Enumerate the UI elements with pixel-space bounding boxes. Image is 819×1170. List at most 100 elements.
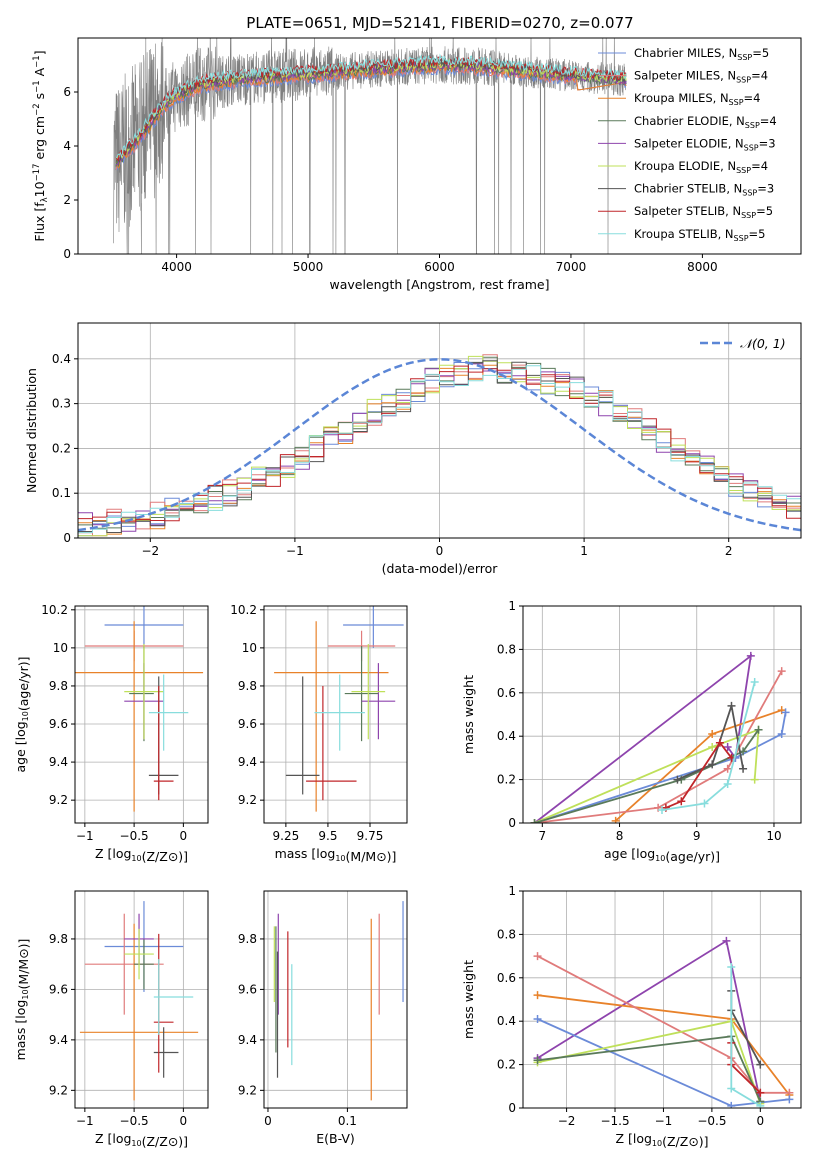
mass-weight-point	[777, 730, 786, 739]
mass-weight-line-8	[661, 681, 756, 811]
axes-spectrum: 4000 5000 6000 7000 8000 0 2 4 6 wavelength [Angs…	[32, 37, 802, 292]
x-tick-label: −1	[655, 1114, 673, 1128]
x-tick-label: −2	[558, 1114, 576, 1128]
y-tick-label: 4	[63, 139, 71, 153]
mass-weight-point	[777, 667, 786, 676]
y-tick-label: 0	[63, 247, 71, 261]
axes-frame	[522, 890, 802, 1109]
y-tick-label: 10	[53, 641, 68, 655]
y-tick-label: 9.4	[238, 1033, 257, 1047]
mass-weight-line-3	[534, 712, 787, 823]
y-tick-label: 6	[63, 85, 71, 99]
y-tick-label: 9.6	[238, 717, 257, 731]
y-tick-label: 2	[63, 193, 71, 207]
x-tick-label: −1	[286, 544, 304, 558]
mass-weight-point	[750, 677, 759, 686]
mass-weight-point	[533, 952, 542, 961]
x-tick-label: 7	[538, 829, 546, 843]
mass-weight-point	[533, 1056, 542, 1065]
x-tick-label: −0.5	[120, 829, 149, 843]
y-tick-label: 9.6	[49, 717, 68, 731]
axes-weight-vs-Z: −2 −1.5 −1 −0.5 0 0 0.2 0.4 0.6 0.8 1 Z [log10(Z/Z⊙…	[461, 884, 802, 1149]
y-tick-label: 10.2	[230, 603, 257, 617]
y-axis-label: Normed distribution	[24, 368, 39, 493]
mass-weight-point	[708, 730, 717, 739]
axes-mass-vs-ebv: 0 0.1 9.2 9.4 9.6 9.8 E(B-V)	[238, 890, 408, 1146]
mass-weight-point	[673, 775, 682, 784]
x-tick-label: 0	[264, 1114, 272, 1128]
y-tick-label: 0.2	[497, 773, 516, 787]
y-tick-label: 0	[508, 1101, 516, 1115]
mass-weight-point	[727, 1101, 736, 1108]
mass-weight-point	[756, 1101, 765, 1108]
mass-weight-point	[727, 701, 736, 710]
x-tick-label: −1	[76, 1114, 94, 1128]
y-tick-label: 0.1	[52, 486, 71, 500]
axes-residuals: −2 −1 0 1 2 0 0.1 0.2 0.3 0.4 (data-model)/error No…	[24, 322, 802, 576]
y-tick-label: 1	[508, 884, 516, 898]
mass-weight-point	[533, 1015, 542, 1024]
y-tick-label: 0.4	[52, 352, 71, 366]
plot-area-age-vs-Z	[75, 606, 204, 812]
x-tick-label: 7000	[556, 260, 587, 274]
y-axis-label: mass [log10(M/M⊙)]	[13, 939, 31, 1061]
x-axis-label: mass [log10(M/M⊙)]	[275, 846, 397, 864]
y-tick-label: 10.2	[41, 603, 68, 617]
legend-entry: Chabrier STELIB, NSSP=3	[634, 182, 774, 198]
residual-histogram-8	[78, 365, 801, 538]
legend-entry: 𝒩(0, 1)	[740, 336, 786, 351]
mass-weight-line-6	[730, 990, 762, 1066]
model-spectrum-line-8	[115, 53, 627, 159]
legend-entry: Kroupa STELIB, NSSP=5	[634, 227, 765, 243]
mass-weight-point	[700, 799, 709, 808]
x-tick-label: −1.5	[600, 1114, 629, 1128]
y-tick-label: 9.4	[49, 1033, 68, 1047]
legend-entry: Chabrier ELODIE, NSSP=4	[634, 114, 777, 130]
y-tick-label: 0.8	[497, 927, 516, 941]
plot-area-spectrum	[113, 38, 627, 254]
y-tick-label: 0.6	[497, 686, 516, 700]
mass-weight-line-2	[534, 670, 783, 823]
y-axis-label: mass weight	[461, 960, 476, 1039]
y-tick-label: 0.3	[52, 397, 71, 411]
axes-age-vs-mass: 9.25 9.5 9.75 9.2 9.4 9.6 9.8 10 10.2 mass [log10…	[230, 603, 408, 864]
x-tick-label: 0	[436, 544, 444, 558]
x-tick-label: 6000	[424, 260, 455, 274]
mass-weight-point	[708, 743, 717, 752]
y-axis-label: age [log10(age/yr)]	[13, 656, 31, 772]
mass-weight-line-4	[534, 728, 760, 823]
mass-weight-point	[746, 651, 755, 660]
y-tick-label: 0.6	[497, 971, 516, 985]
x-tick-label: 9.75	[357, 829, 384, 843]
y-tick-label: 9.8	[49, 932, 68, 946]
plot-area-age-vs-mass	[274, 606, 404, 812]
x-tick-label: 5000	[293, 260, 324, 274]
y-tick-label: 10	[242, 641, 257, 655]
plot-area-mass-vs-ebv	[273, 901, 404, 1101]
y-tick-label: 9.2	[238, 1083, 257, 1097]
x-tick-label: −0.5	[697, 1114, 726, 1128]
legend-entry: Salpeter STELIB, NSSP=5	[634, 204, 773, 220]
mass-weight-line-2	[537, 955, 790, 1094]
x-tick-label: 0	[756, 1114, 764, 1128]
y-tick-label: 0	[63, 531, 71, 545]
axes-frame	[74, 605, 209, 824]
y-tick-label: 0.4	[497, 729, 516, 743]
x-tick-label: 0	[180, 1114, 188, 1128]
axes-frame	[74, 890, 209, 1109]
y-tick-label: 0.2	[497, 1058, 516, 1072]
x-tick-label: 0.1	[338, 1114, 357, 1128]
mass-weight-point	[677, 797, 686, 806]
y-axis-label: mass weight	[461, 675, 476, 754]
x-axis-label: Z [log10(Z/Z⊙)]	[615, 1131, 708, 1149]
mass-weight-point	[756, 1088, 765, 1097]
plot-area-residuals	[78, 354, 801, 538]
y-tick-label: 9.4	[238, 755, 257, 769]
mass-weight-point	[658, 805, 666, 814]
mass-weight-point	[739, 764, 748, 773]
x-tick-label: 8	[616, 829, 624, 843]
x-tick-label: 1	[580, 544, 588, 558]
mass-weight-line-0	[534, 653, 753, 823]
x-tick-label: 9.25	[273, 829, 300, 843]
mass-weight-point	[723, 779, 732, 788]
